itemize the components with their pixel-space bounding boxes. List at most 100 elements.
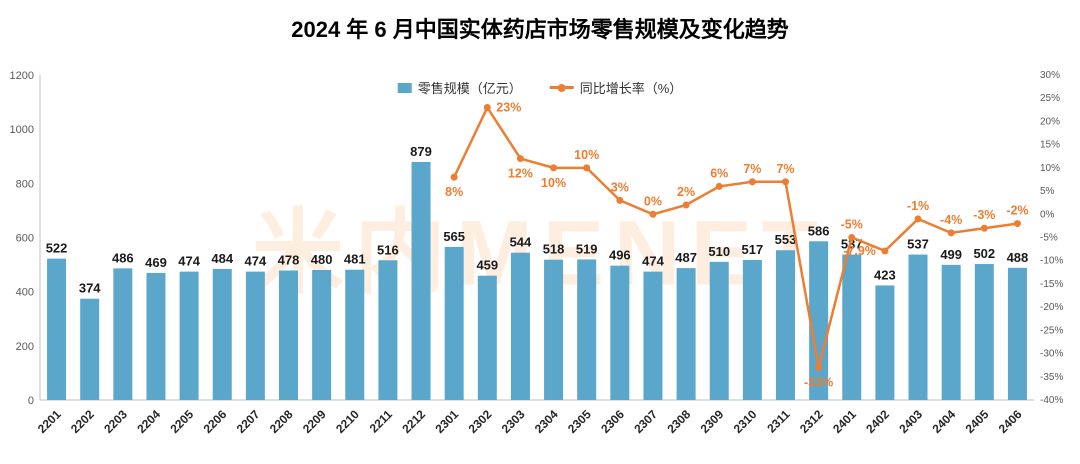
x-axis-label: 2206 [201,407,230,436]
bar [179,271,199,400]
right-axis-tick: 20% [1040,116,1060,127]
bar-value-label: 488 [1007,250,1029,265]
bar-value-label: 459 [476,258,498,273]
bar [279,270,298,400]
right-axis-tick: -30% [1040,349,1063,360]
bar [742,259,762,400]
bar [842,254,862,400]
line-value-label: 8% [445,185,463,199]
line-value-label: 7% [743,162,761,176]
left-axis-tick: 1200 [10,70,34,82]
bar-value-label: 474 [642,254,664,269]
bar-value-label: 553 [775,232,797,247]
line-series-dot-icon [557,83,566,92]
line-value-label: 12% [508,167,533,181]
bar-value-label: 480 [311,252,333,267]
x-axis-label: 2207 [234,407,263,436]
bar-value-label: 484 [211,251,233,266]
x-axis-label: 2304 [532,407,561,436]
line-value-label: -3% [973,208,995,222]
line-series [453,104,1018,368]
line-value-label: -2% [1006,204,1028,218]
line-value-label: 0% [644,194,662,208]
bar-value-label: 487 [675,250,697,265]
bar [80,298,100,400]
bar-value-label: 518 [543,242,565,257]
line-series-swatch-icon [549,83,574,92]
line-point [947,229,955,237]
combo-chart: 0 200 400 600 800 1000 1200 30% 25% 20% 15% 10% 5% 0%… [10,70,1064,436]
bar-value-label: 474 [245,254,267,269]
bar-value-label: 496 [609,248,631,263]
line-value-label: -7.9% [843,244,876,258]
bar-value-label: 510 [708,244,730,259]
bar-value-label: 516 [377,242,399,257]
x-axis-label: 2306 [598,407,627,436]
bar-value-label: 879 [410,144,432,159]
right-axis-tick: -10% [1040,256,1063,267]
bar [610,265,630,400]
bar-value-label: 519 [576,241,598,256]
bar-value-label: 474 [178,254,200,269]
bar [245,271,265,400]
bar [47,258,67,400]
legend: 零售规模（亿元） 同比增长率（%） [397,78,682,97]
bar [510,252,530,400]
bar [643,271,663,400]
line-point [682,201,690,209]
right-axis-tick: -5% [1040,233,1058,244]
x-axis-label: 2401 [830,407,859,436]
x-axis-label: 2402 [863,407,892,436]
bar-value-label: 517 [742,242,764,257]
line-value-label: -5% [841,218,863,232]
line-point [980,224,988,232]
bar [378,260,398,400]
line-value-label: 7% [776,162,794,176]
right-axis-tick: -20% [1040,302,1063,313]
line-point [649,210,657,218]
right-axis-tick: 10% [1040,163,1060,174]
right-axis-tick: 15% [1040,140,1060,151]
bar-value-label: 544 [510,235,532,250]
bar [345,269,365,400]
bar [941,264,961,400]
bar [577,259,597,400]
line-value-label: 23% [496,101,521,115]
bar [908,254,928,400]
line-point [848,234,856,241]
line-value-label: -1% [907,199,929,213]
bar [146,272,166,400]
line-point [483,104,491,111]
left-axis-tick: 0 [28,395,34,407]
right-axis-tick: -25% [1040,325,1063,336]
bar-value-label: 478 [278,253,300,268]
x-axis-label: 2210 [333,407,362,436]
x-axis-label: 2212 [399,407,428,436]
x-axis-label: 2305 [565,407,594,436]
bar [444,246,464,400]
line-value-label: -33% [804,376,833,390]
x-axis-label: 2403 [896,407,925,436]
bar-value-label: 502 [973,246,995,261]
left-axis-tick: 400 [16,287,34,299]
x-axis-label: 2301 [433,407,462,436]
bar [1007,267,1027,400]
x-axis-label: 2303 [499,407,528,436]
left-axis-tick: 200 [16,341,34,353]
x-axis-label: 2203 [101,407,130,436]
left-axis-tick: 600 [16,233,34,245]
line-point [748,178,756,186]
line-point [715,182,723,190]
x-axis-label: 2205 [167,407,196,436]
bar [212,268,232,400]
x-axis-label: 2202 [68,407,97,436]
line-point [914,215,922,223]
line-value-label: 3% [611,180,629,194]
right-axis-tick: -15% [1040,279,1063,290]
bar [477,275,497,400]
bar-value-label: 522 [46,241,68,256]
left-axis-tick: 1000 [10,124,34,136]
x-axis-label: 2309 [698,407,727,436]
bar-value-label: 481 [344,252,366,267]
legend-item-line: 同比增长率（%） [549,78,682,97]
